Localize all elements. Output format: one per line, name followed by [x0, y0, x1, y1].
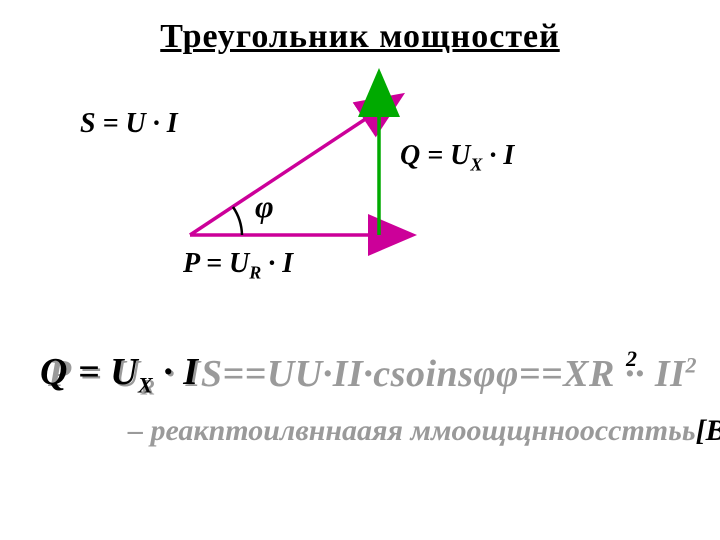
triangle-hypotenuse-S [190, 116, 370, 235]
formula-Q: Q = UX · I [400, 140, 514, 176]
eq-layer-black-exp: 2 [626, 346, 638, 388]
formula-S: S = U · I [80, 108, 178, 140]
phi-label: φ [255, 188, 274, 225]
angle-arc-phi [233, 207, 242, 235]
desc-line: – реакптоилвннааяя ммоощщннооссттьь[В[В·… [128, 414, 720, 448]
page-title: Треугольник мощностей [0, 0, 720, 56]
formula-P: P = UR · I [183, 248, 293, 284]
power-triangle-diagram: S = U · I Q = UX · I φ P = UR · I [80, 80, 640, 280]
eq-layer-black-left: Q = UX · I [40, 350, 199, 399]
overlapping-equations-band: P = UR · IS==UU·II·csoinsφφ==XR ·· II2 Q… [30, 350, 690, 500]
